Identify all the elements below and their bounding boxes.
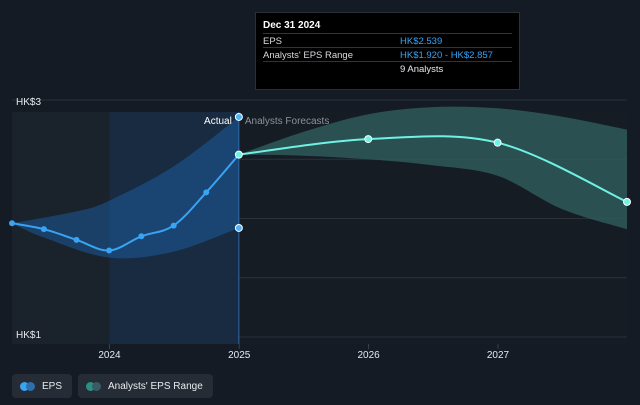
forecast-eps-line — [238, 135, 628, 203]
eps-point — [138, 233, 145, 240]
x-tick-label: 2027 — [487, 350, 510, 361]
tooltip: Dec 31 2024 EPS HK$2.539 Analysts' EPS R… — [255, 12, 520, 90]
range-marker — [234, 223, 243, 232]
tooltip-value: HK$1.920 - HK$2.857 — [400, 50, 493, 61]
forecast-point — [493, 138, 502, 147]
tooltip-label: EPS — [263, 36, 283, 47]
forecast-point — [623, 197, 631, 206]
eps-point — [106, 247, 113, 254]
y-tick-label: HK$3 — [16, 97, 41, 108]
eps-swatch-icon — [20, 381, 36, 391]
swatch-dot — [20, 381, 29, 391]
tooltip-label: Analysts' EPS Range — [263, 50, 353, 61]
tooltip-date: Dec 31 2024 — [263, 20, 321, 31]
eps-point — [73, 236, 80, 243]
eps-point — [170, 222, 177, 229]
legend-label: Analysts' EPS Range — [108, 380, 203, 392]
eps-point — [203, 189, 210, 196]
forecast-point — [234, 150, 243, 159]
tooltip-row-eps: EPS HK$2.539 — [263, 33, 512, 48]
eps-point — [40, 226, 47, 233]
legend-label: EPS — [42, 380, 63, 392]
legend: EPS Analysts' EPS Range — [12, 374, 213, 398]
eps-range-swatch-icon — [86, 381, 102, 391]
actual-region-label: Actual — [204, 116, 232, 127]
forecast-point — [364, 135, 373, 144]
swatch-dot — [86, 381, 96, 391]
forecast-eps-range-band — [238, 106, 627, 230]
tooltip-value: HK$2.539 — [400, 36, 443, 47]
tooltip-row-analysts: 9 Analysts — [263, 61, 512, 76]
x-tick-label: 2026 — [357, 350, 380, 361]
actual-eps-range-band — [12, 116, 239, 259]
eps-chart: Actual Analysts Forecasts HK$3HK$1 2024 2… — [9, 97, 631, 361]
x-tick-label: 2024 — [98, 350, 121, 361]
legend-item-eps[interactable]: EPS — [12, 374, 73, 398]
x-axis-ticks: 2024 2025 2026 2027 — [98, 344, 510, 361]
eps-point — [9, 220, 15, 227]
x-tick-label: 2025 — [228, 350, 251, 361]
range-marker — [234, 112, 243, 121]
legend-item-eps-range[interactable]: Analysts' EPS Range — [78, 374, 213, 398]
y-tick-label: HK$1 — [16, 330, 41, 341]
tooltip-value: 9 Analysts — [400, 64, 444, 75]
y-axis-ticks: HK$3 HK$1 — [16, 97, 41, 341]
tooltip-row-range: Analysts' EPS Range HK$1.920 - HK$2.857 — [263, 47, 512, 62]
swatch-dot — [92, 381, 102, 391]
forecast-region-label: Analysts Forecasts — [245, 116, 329, 127]
swatch-dot — [26, 381, 35, 391]
data-points — [9, 112, 631, 254]
